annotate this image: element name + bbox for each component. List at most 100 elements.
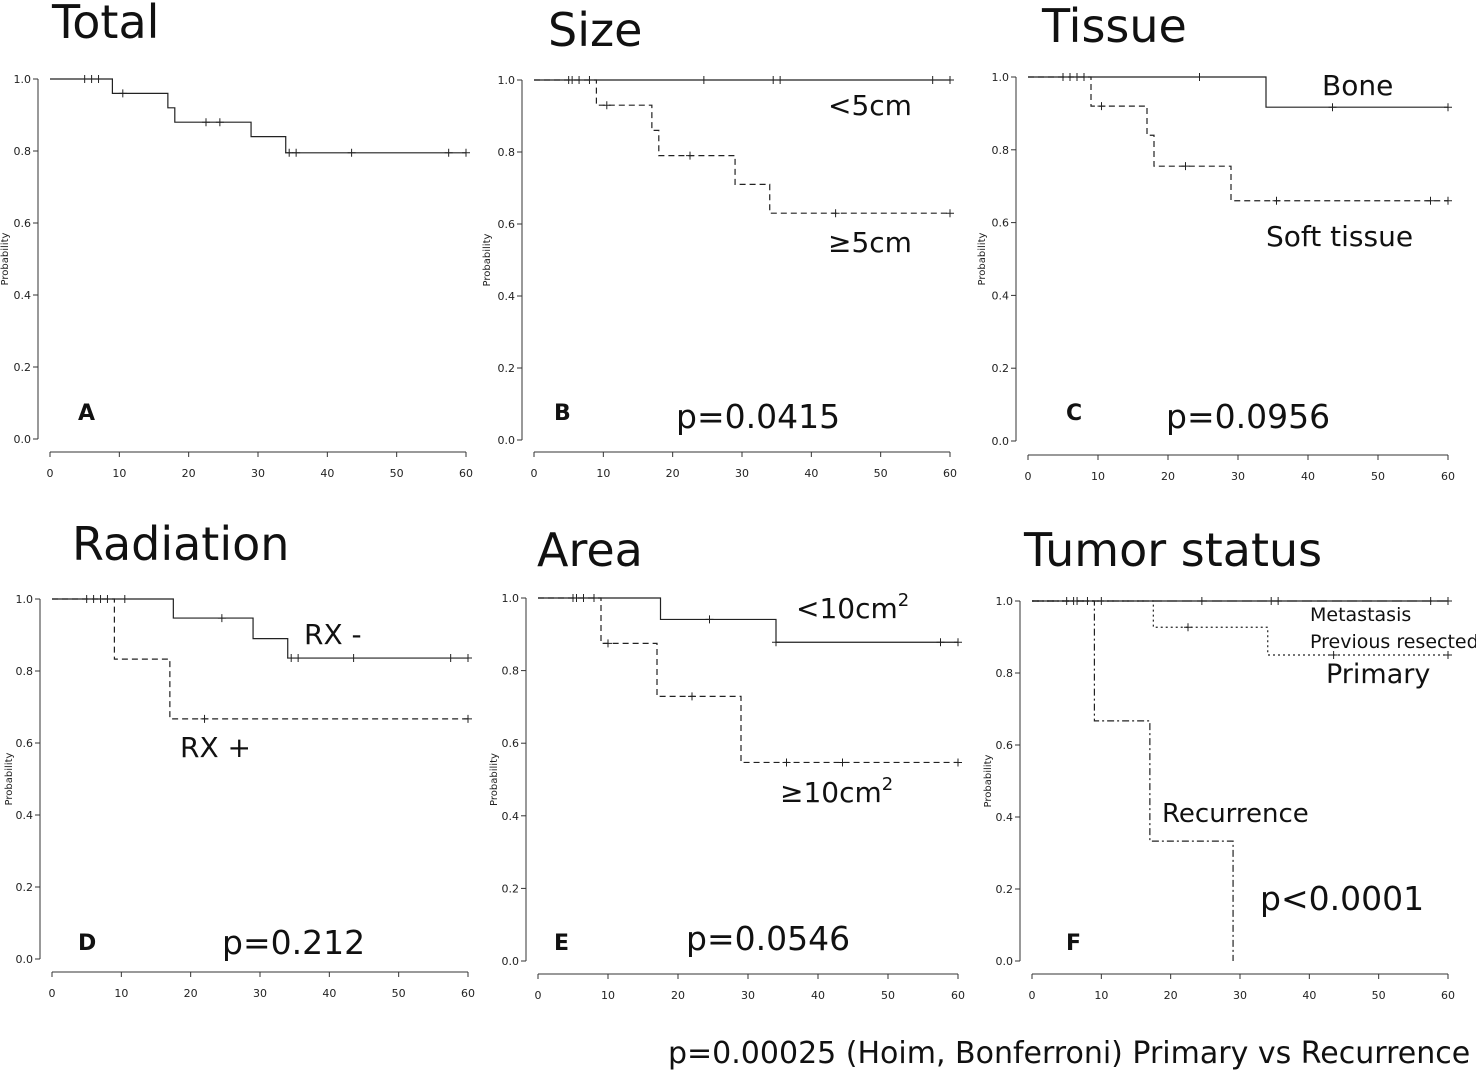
censor-mark [936,638,945,647]
y-tick-label: 0.0 [14,433,32,446]
censor-mark [1184,623,1192,632]
y-tick-label: 1.0 [14,73,32,86]
series-label: ≥10cm2 [780,774,893,809]
y-tick-label: 0.6 [992,217,1010,230]
censor-mark [118,89,127,98]
panel-title: Tissue [1041,0,1187,53]
series-label: Metastasis [1310,604,1411,626]
y-tick-label: 0.6 [14,217,32,230]
censor-mark [287,654,296,663]
panel-title: Total [51,0,159,49]
panel-letter: E [554,931,569,956]
km-panel-a: Total 0.0 0.2 0.4 0.6 0.8 1.0 0 10 20 30 40 50 60 Prob… [0,0,473,480]
series-label: RX + [180,731,251,764]
censor-mark [602,101,611,110]
panel-title: Radiation [72,517,289,571]
x-tick-label: 20 [671,989,685,1002]
censor-mark [294,654,303,663]
x-tick-label: 0 [1029,989,1036,1002]
y-tick-label: 0.0 [16,953,34,966]
panel-letter: D [78,931,96,956]
censor-mark [604,639,612,648]
y-tick-label: 0.4 [996,811,1014,824]
censor-mark [347,148,356,157]
censor-mark [1328,103,1337,112]
censor-mark [1444,651,1452,659]
y-tick-label: 0.8 [16,665,34,678]
censor-mark [954,638,962,647]
y-tick-label: 0.0 [502,955,520,968]
censor-mark [120,595,129,603]
y-tick-label: 0.8 [992,144,1010,157]
y-tick-label: 0.2 [996,883,1014,896]
censor-mark [200,714,209,723]
y-tick-label: 0.6 [996,739,1014,752]
y-tick-label: 0.4 [992,289,1010,302]
censor-mark [928,76,937,84]
censor-mark [349,654,358,663]
p-value: p<0.0001 [1260,879,1424,918]
x-tick-label: 60 [951,989,965,1002]
censor-mark [292,148,301,157]
censor-mark [776,76,785,84]
km-curve-rx- [52,598,468,720]
series-label: ≥5cm [828,226,912,259]
censor-mark [202,118,210,127]
x-tick-label: 0 [531,467,538,480]
x-tick-label: 60 [943,467,957,480]
censor-mark [946,209,954,218]
panel-letter: C [1066,401,1082,426]
censor-mark [838,758,847,767]
censor-mark [1181,162,1190,171]
y-axis-label: Probability [482,233,493,286]
x-tick-label: 30 [1231,470,1245,483]
km-panel-c: Tissue 0.0 0.2 0.4 0.6 0.8 1.0 0 10 20 30 40 50 60 Pro… [977,0,1455,483]
y-tick-label: 0.0 [992,435,1010,448]
censor-mark [782,758,791,767]
km-panel-e: Area 0.0 0.2 0.4 0.6 0.8 1.0 0 10 20 30 40 50 60 Proba… [489,523,965,1002]
x-tick-label: 10 [596,467,610,480]
y-tick-label: 0.2 [498,362,516,375]
y-tick-label: 0.6 [16,737,34,750]
censor-mark [1195,73,1204,81]
km-panel-b: Size 0.0 0.2 0.4 0.6 0.8 1.0 0 10 20 30 40 50 60 Proba… [482,3,957,480]
panel-title: Area [537,523,643,577]
censor-mark [87,75,96,83]
y-tick-label: 1.0 [996,595,1014,608]
x-tick-label: 10 [1094,989,1108,1002]
y-tick-label: 0.4 [16,809,34,822]
panel-letter: A [78,401,95,426]
y-tick-label: 0.8 [996,667,1014,680]
y-tick-label: 0.8 [14,145,32,158]
x-tick-label: 30 [1233,989,1247,1002]
p-value: p=0.0956 [1166,397,1330,436]
x-tick-label: 60 [1441,989,1455,1002]
panel-title: Size [548,3,642,57]
x-tick-label: 20 [1161,470,1175,483]
series-label: <5cm [828,89,912,122]
y-axis-label: Probability [0,232,11,285]
censor-mark [94,75,103,83]
panel-letter: B [554,401,571,426]
censor-mark [285,148,294,157]
censor-mark [1329,651,1338,659]
x-tick-label: 60 [461,987,475,1000]
km-panel-d: Radiation 0.0 0.2 0.4 0.6 0.8 1.0 0 10 20 30 40 50 60… [4,517,475,1000]
x-tick-label: 0 [535,989,542,1002]
km-curve-primary [1032,600,1448,656]
km-curve-rx- [52,598,468,659]
x-tick-label: 10 [112,467,126,480]
km-curve--10cm [538,597,958,643]
x-tick-label: 0 [47,467,54,480]
y-tick-label: 0.2 [14,361,32,374]
series-label: Primary [1326,659,1430,690]
x-tick-label: 40 [811,989,825,1002]
y-tick-label: 0.4 [498,290,516,303]
censor-mark [464,714,472,723]
y-axis-label: Probability [983,754,994,807]
censor-mark [686,151,694,160]
series-label: Recurrence [1162,799,1309,829]
x-tick-label: 40 [320,467,334,480]
km-curve-bone [1028,76,1448,108]
